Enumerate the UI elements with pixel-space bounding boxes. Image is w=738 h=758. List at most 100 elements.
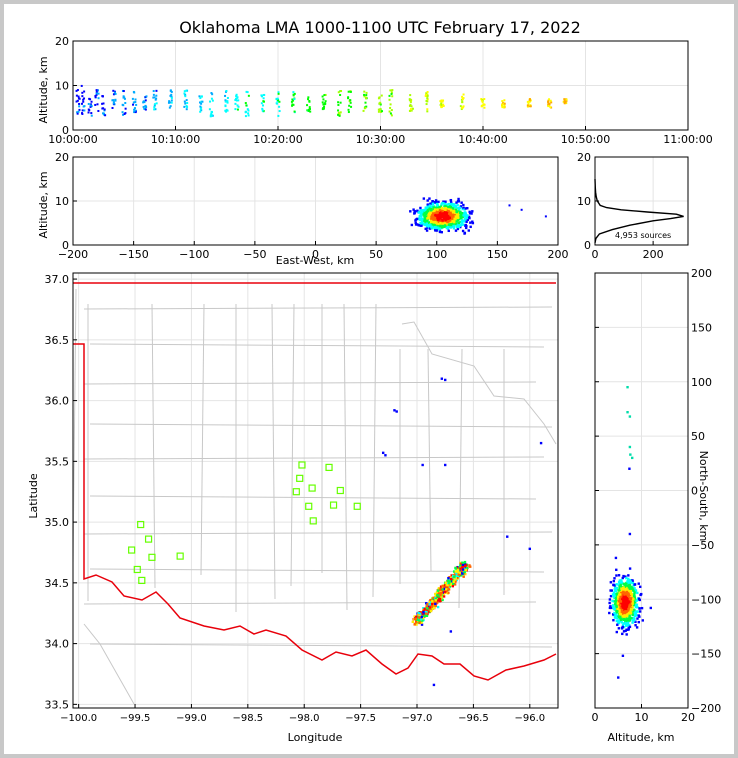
ew-source-cell bbox=[461, 229, 465, 233]
hist-panel-xtick-label: 0 bbox=[592, 248, 599, 261]
map-source-cell bbox=[449, 580, 453, 583]
ew-source-cell bbox=[441, 213, 444, 216]
ns-source-cell bbox=[610, 606, 613, 610]
ns-source-cell bbox=[626, 628, 630, 631]
county-boundary bbox=[83, 531, 553, 535]
ew-source-cell bbox=[449, 202, 452, 206]
time-source-point bbox=[78, 105, 81, 108]
ns-source-cell bbox=[631, 588, 635, 591]
ns-source-cell bbox=[623, 589, 626, 592]
ew-source-cell bbox=[432, 223, 435, 226]
time-source-point bbox=[324, 102, 327, 105]
time-source-point bbox=[155, 94, 158, 97]
time-source-point bbox=[502, 106, 505, 109]
time-source-point bbox=[142, 105, 145, 108]
ew-source-cell bbox=[454, 208, 458, 211]
time-source-point bbox=[244, 102, 247, 105]
time-source-point bbox=[235, 94, 238, 97]
ew-source-cell bbox=[413, 209, 416, 213]
ew-source-cell bbox=[468, 212, 472, 215]
ns-source-cell bbox=[626, 411, 629, 414]
ns-source-cell bbox=[616, 595, 620, 598]
ns-source-cell bbox=[617, 621, 621, 625]
time-source-point bbox=[483, 98, 486, 101]
time-source-point bbox=[169, 89, 172, 92]
time-source-point bbox=[528, 105, 531, 108]
time-source-point bbox=[440, 102, 443, 105]
ew-source-cell bbox=[464, 207, 468, 210]
time-source-point bbox=[95, 89, 98, 92]
ew-source-cell bbox=[467, 215, 471, 219]
time-source-point bbox=[528, 99, 531, 102]
map-source-cell bbox=[431, 604, 434, 607]
ns-source-cell bbox=[632, 600, 635, 604]
ew-source-cell bbox=[443, 224, 447, 227]
lma-station-marker bbox=[298, 461, 306, 469]
map-source-cell bbox=[438, 599, 442, 603]
ew-source-cell bbox=[445, 224, 448, 227]
ew-source-cell bbox=[463, 213, 466, 217]
ew-source-cell bbox=[455, 210, 459, 214]
ew-source-cell bbox=[456, 225, 459, 229]
ns-source-cell bbox=[629, 611, 632, 615]
ew-source-cell bbox=[452, 211, 455, 214]
time-source-point bbox=[185, 89, 188, 92]
county-boundary bbox=[89, 343, 545, 348]
time-source-point bbox=[276, 102, 279, 105]
time-source-point bbox=[122, 113, 125, 116]
ns-source-cell bbox=[620, 581, 623, 584]
map-source-cell bbox=[439, 593, 442, 597]
ns-source-cell bbox=[614, 556, 618, 560]
ns-source-cell bbox=[608, 598, 612, 601]
lma-station-marker bbox=[176, 552, 184, 560]
time-source-point bbox=[389, 89, 392, 92]
time-source-point bbox=[82, 105, 85, 108]
ns-source-cell bbox=[615, 587, 618, 590]
time-source-point bbox=[565, 99, 568, 102]
ns-source-cell bbox=[627, 580, 631, 583]
map-source-cell bbox=[455, 571, 458, 575]
map-source-cell bbox=[429, 608, 432, 611]
ew-source-cell bbox=[455, 220, 458, 223]
ew-source-cell bbox=[424, 220, 427, 224]
ew-source-cell bbox=[449, 205, 453, 209]
map-source-cell bbox=[461, 572, 464, 575]
time-source-point bbox=[389, 103, 392, 106]
ew-source-cell bbox=[429, 202, 432, 205]
ew-source-cell bbox=[434, 200, 438, 204]
time-source-point bbox=[132, 103, 135, 106]
map-source-cell bbox=[454, 567, 457, 570]
time-source-point bbox=[278, 105, 281, 108]
ns-panel-ytick-label: 50 bbox=[691, 430, 705, 443]
time-source-point bbox=[155, 97, 158, 100]
ns-source-cell bbox=[623, 620, 627, 623]
ns-source-cell bbox=[625, 633, 628, 636]
ew-source-cell bbox=[443, 225, 446, 229]
ns-source-cell bbox=[617, 604, 620, 607]
ew-source-cell bbox=[415, 217, 419, 221]
time-source-point bbox=[323, 105, 326, 108]
ew-source-cell bbox=[423, 211, 426, 214]
ns-source-cell bbox=[613, 596, 616, 599]
ew-source-cell bbox=[447, 214, 450, 218]
time-source-point bbox=[200, 95, 203, 98]
map-source-cell bbox=[438, 597, 442, 601]
ns-source-cell bbox=[625, 614, 629, 618]
ns-source-cell bbox=[609, 589, 612, 592]
time-source-point bbox=[133, 108, 136, 111]
time-source-point bbox=[292, 93, 295, 96]
ns-source-cell bbox=[625, 607, 628, 611]
time-source-point bbox=[364, 97, 367, 100]
time-source-point bbox=[133, 107, 136, 110]
ns-source-cell bbox=[620, 591, 623, 595]
ns-source-cell bbox=[634, 614, 637, 617]
time-source-point bbox=[80, 102, 83, 105]
ns-source-cell bbox=[630, 586, 634, 590]
time-source-point bbox=[90, 112, 93, 115]
time-source-point bbox=[483, 106, 486, 109]
ew-source-cell bbox=[438, 227, 441, 230]
time-source-point bbox=[526, 104, 529, 107]
time-source-point bbox=[339, 101, 342, 104]
time-source-point bbox=[199, 105, 202, 108]
time-source-point bbox=[390, 89, 393, 92]
